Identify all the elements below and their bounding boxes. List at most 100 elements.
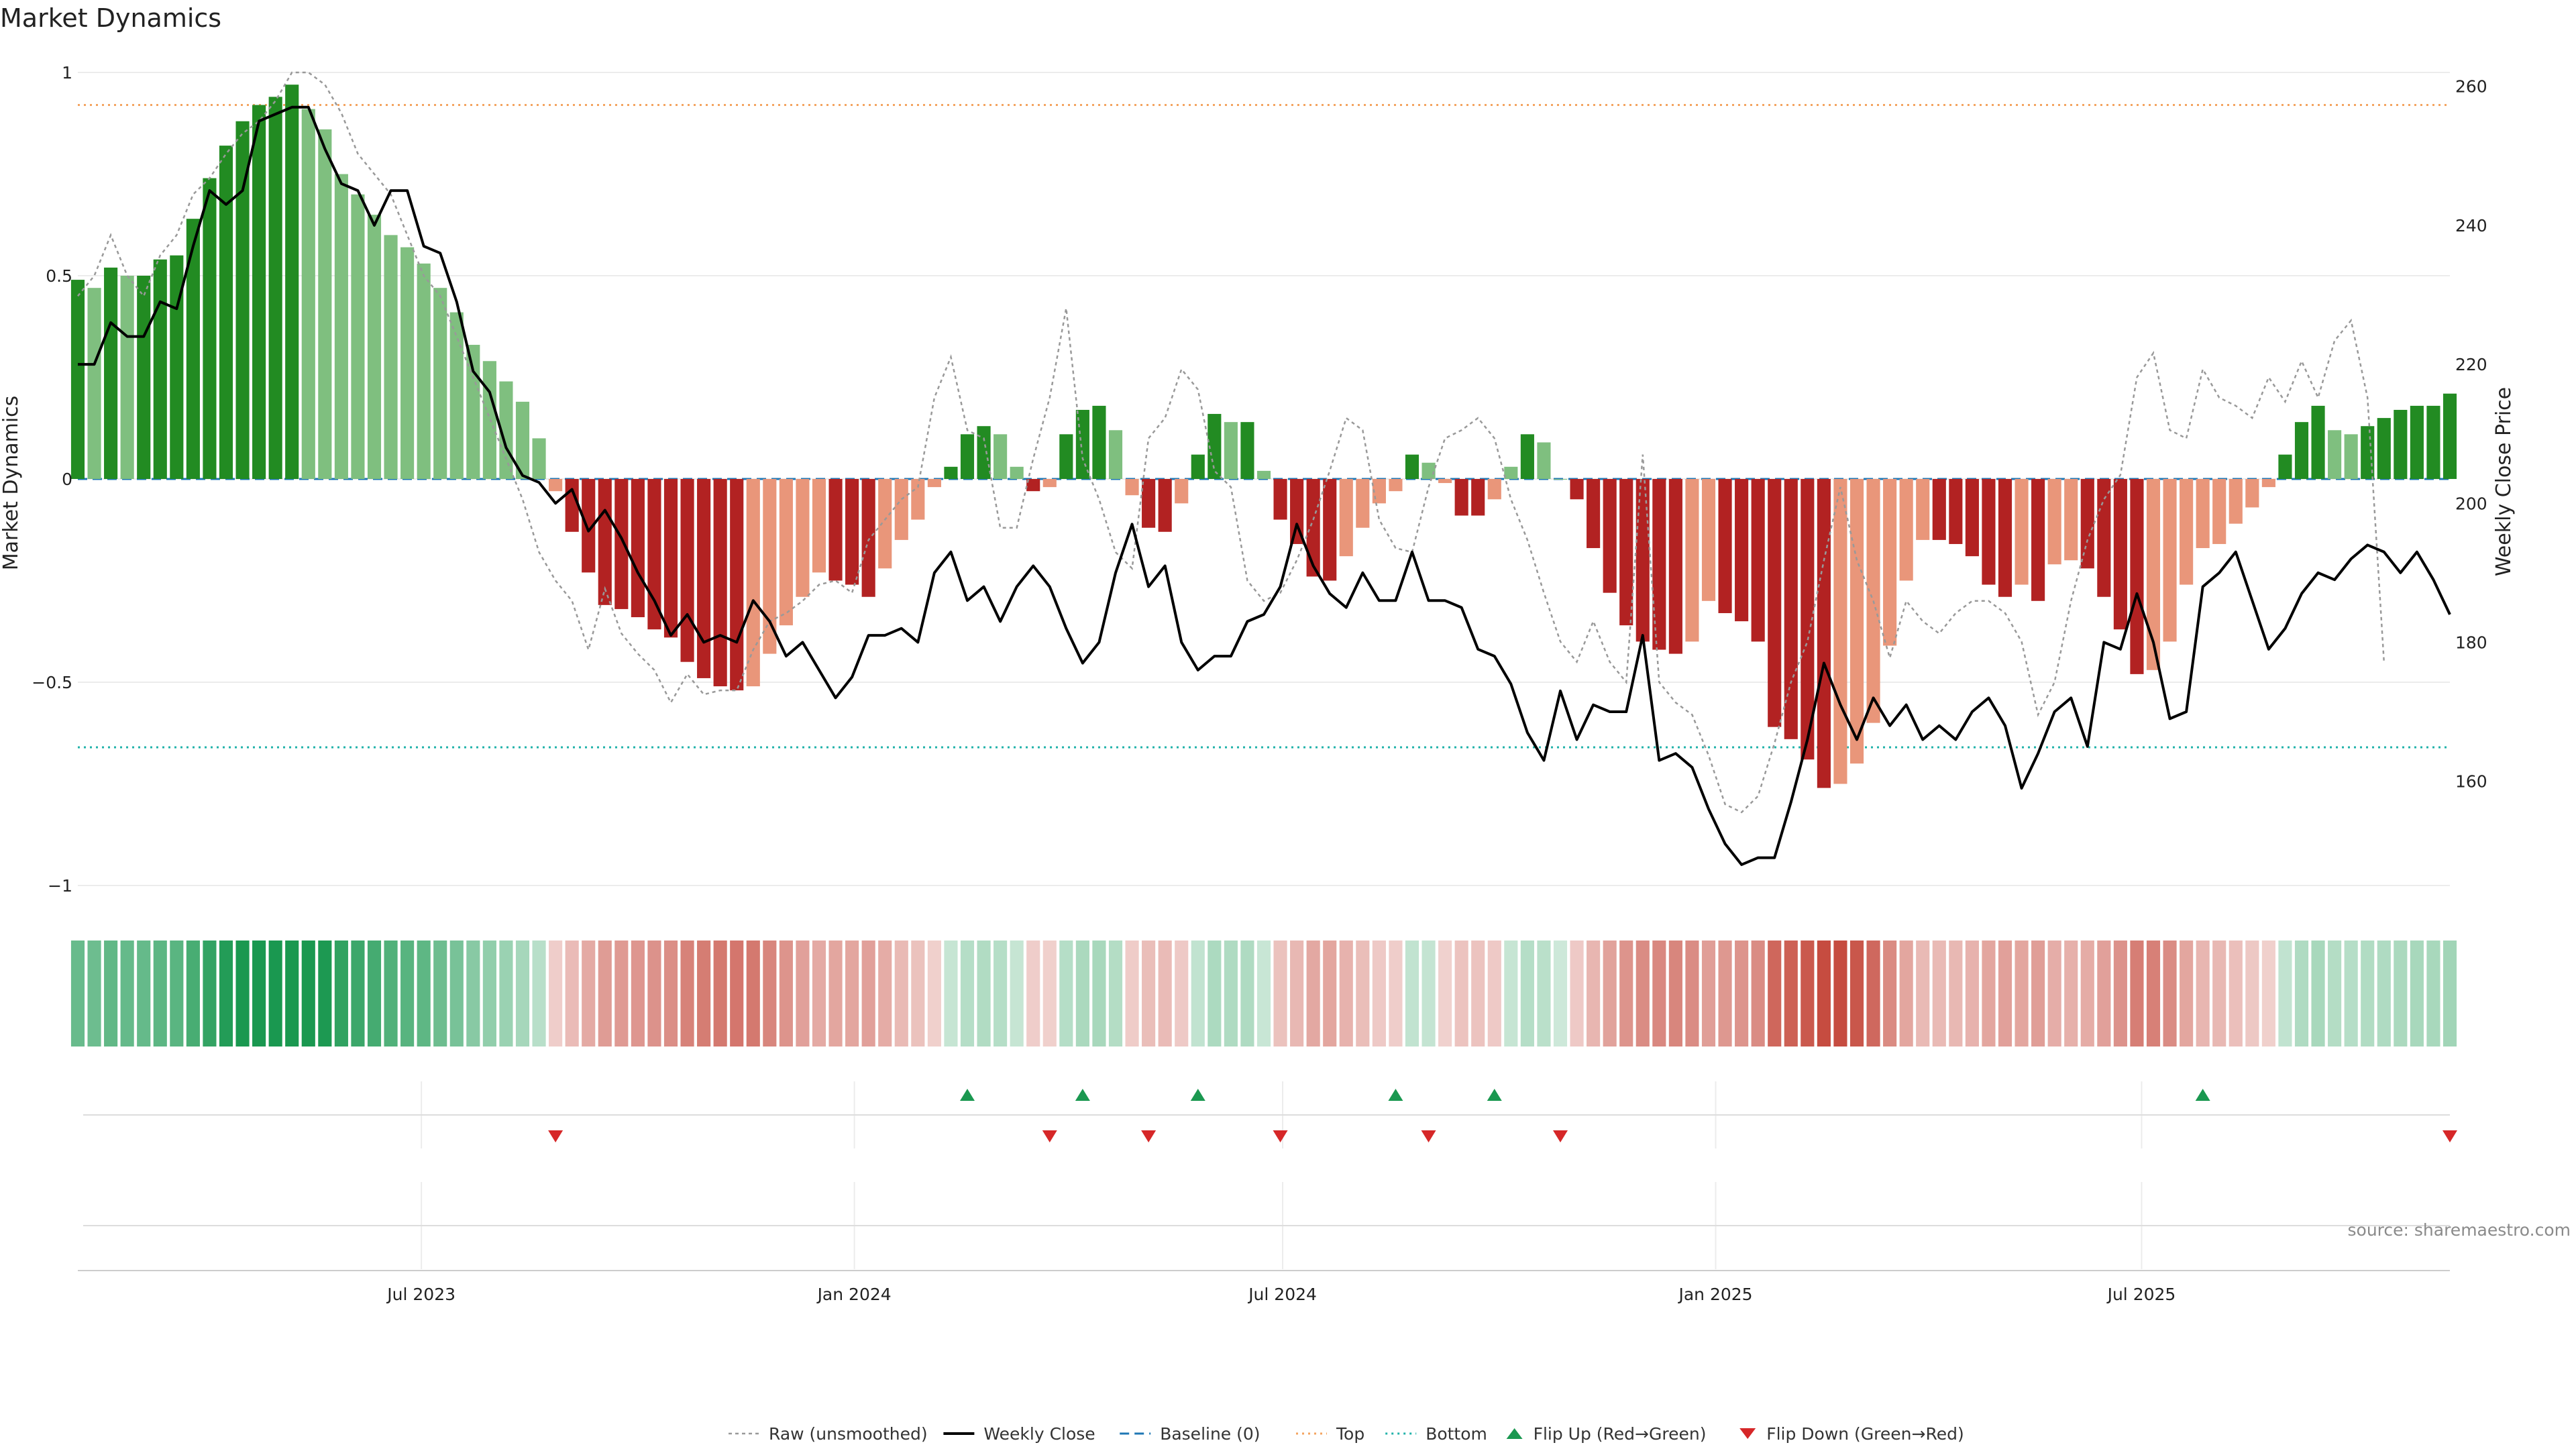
state-strip-cell	[911, 941, 925, 1046]
state-strip-cell	[927, 941, 941, 1046]
legend-item: Flip Down (Green→Red)	[1739, 1424, 1964, 1444]
dynamics-bar	[1537, 442, 1551, 479]
dynamics-bar	[417, 263, 431, 479]
dynamics-bar	[730, 479, 744, 691]
dynamics-bar	[763, 479, 777, 654]
flip-down-marker	[1553, 1130, 1568, 1142]
state-strip-cell	[828, 941, 843, 1046]
state-strip-cell	[1356, 941, 1370, 1046]
state-strip-cell	[763, 941, 777, 1046]
x-tick-label: Jul 2023	[386, 1285, 455, 1304]
dynamics-bar	[2229, 479, 2243, 524]
state-strip-cell	[1175, 941, 1189, 1046]
dynamics-bar	[2261, 479, 2275, 488]
dynamics-bar	[1290, 479, 1304, 544]
state-strip-cell	[1801, 941, 1815, 1046]
dynamics-bar	[2294, 422, 2309, 479]
state-strip-cell	[70, 941, 85, 1046]
state-strip-cell	[1421, 941, 1436, 1046]
dynamics-bar	[2377, 418, 2391, 479]
state-strip-cell	[2311, 941, 2325, 1046]
dynamics-bar	[663, 479, 678, 638]
state-strip-cell	[631, 941, 645, 1046]
legend-item: Weekly Close	[943, 1424, 1095, 1444]
y-right-label: Weekly Close Price	[2492, 387, 2516, 576]
dynamics-bar	[1949, 479, 1963, 544]
state-strip-cell	[367, 941, 382, 1046]
dynamics-bar	[367, 215, 382, 479]
dynamics-bar	[449, 312, 464, 479]
state-strip-cell	[977, 941, 991, 1046]
dynamics-bar	[565, 479, 579, 532]
dynamics-bar	[894, 479, 908, 540]
state-strip-cell	[186, 941, 200, 1046]
flip-up-marker	[1388, 1089, 1403, 1101]
dynamics-bar	[203, 178, 217, 479]
dynamics-bar	[1256, 470, 1271, 479]
state-strip-cell	[2294, 941, 2309, 1046]
state-strip-cell	[2015, 941, 2029, 1046]
dynamics-bar	[1701, 479, 1716, 601]
state-strip-cell	[582, 941, 596, 1046]
legend-label: Top	[1336, 1424, 1364, 1444]
state-strip-cell	[351, 941, 365, 1046]
dynamics-bar	[1158, 479, 1172, 532]
state-strip-cell	[2361, 941, 2375, 1046]
dynamics-bar	[1438, 479, 1452, 484]
dynamics-bar	[301, 109, 315, 480]
state-strip-cell	[2163, 941, 2177, 1046]
state-strip-cell	[2196, 941, 2210, 1046]
dynamics-bar	[433, 288, 447, 479]
state-strip-cell	[565, 941, 579, 1046]
dynamics-bar	[746, 479, 760, 687]
dynamics-bar	[2113, 479, 2127, 630]
state-strip-cell	[252, 941, 266, 1046]
state-strip-cell	[549, 941, 563, 1046]
state-strip-cell	[1718, 941, 1732, 1046]
dynamics-bar	[1175, 479, 1189, 504]
state-strip-cell	[1059, 941, 1073, 1046]
dynamics-bar	[1718, 479, 1732, 613]
state-strip-cell	[2443, 941, 2457, 1046]
state-strip-cell	[2146, 941, 2161, 1046]
state-strip-cell	[1833, 941, 1847, 1046]
state-strip-cell	[1635, 941, 1650, 1046]
state-strip-cell	[2130, 941, 2144, 1046]
dynamics-bar	[2015, 479, 2029, 585]
state-strip-cell	[1323, 941, 1337, 1046]
state-strip-cell	[1405, 941, 1419, 1046]
state-strip-cell	[1010, 941, 1024, 1046]
state-strip-cell	[1224, 941, 1238, 1046]
dynamics-bar	[219, 146, 233, 479]
dynamics-bar	[2344, 434, 2358, 479]
state-strip-cell	[1866, 941, 1880, 1046]
state-strip-cell	[730, 941, 744, 1046]
dynamics-bar	[845, 479, 859, 585]
dynamics-bar	[1026, 479, 1040, 492]
dynamics-bar	[2311, 405, 2325, 479]
state-strip-cell	[1537, 941, 1551, 1046]
state-strip-cell	[2212, 941, 2226, 1046]
state-strip-cell	[1389, 941, 1403, 1046]
state-strip-cell	[235, 941, 250, 1046]
state-strip-cell	[1256, 941, 1271, 1046]
legend-label: Bottom	[1426, 1424, 1487, 1444]
flip-down-marker	[548, 1130, 564, 1142]
legend-item: Bottom	[1385, 1424, 1487, 1444]
state-strip-cell	[614, 941, 629, 1046]
state-strip-cell	[301, 941, 315, 1046]
y-left-tick-label: 0.5	[46, 266, 72, 286]
y-left-label: Market Dynamics	[0, 396, 23, 571]
dynamics-bar	[186, 219, 200, 479]
state-strip-cell	[219, 941, 233, 1046]
x-tick-label: Jul 2024	[1247, 1285, 1317, 1304]
close-line-layer	[78, 105, 2451, 866]
dynamics-bar	[1454, 479, 1468, 516]
state-strip-cell	[960, 941, 975, 1046]
state-strip-cell	[1042, 941, 1057, 1046]
dynamics-bar	[1306, 479, 1320, 577]
dynamics-bar	[1982, 479, 1996, 585]
dynamics-bar	[137, 276, 151, 479]
state-strip-cell	[203, 941, 217, 1046]
state-strip-cell	[1849, 941, 1864, 1046]
